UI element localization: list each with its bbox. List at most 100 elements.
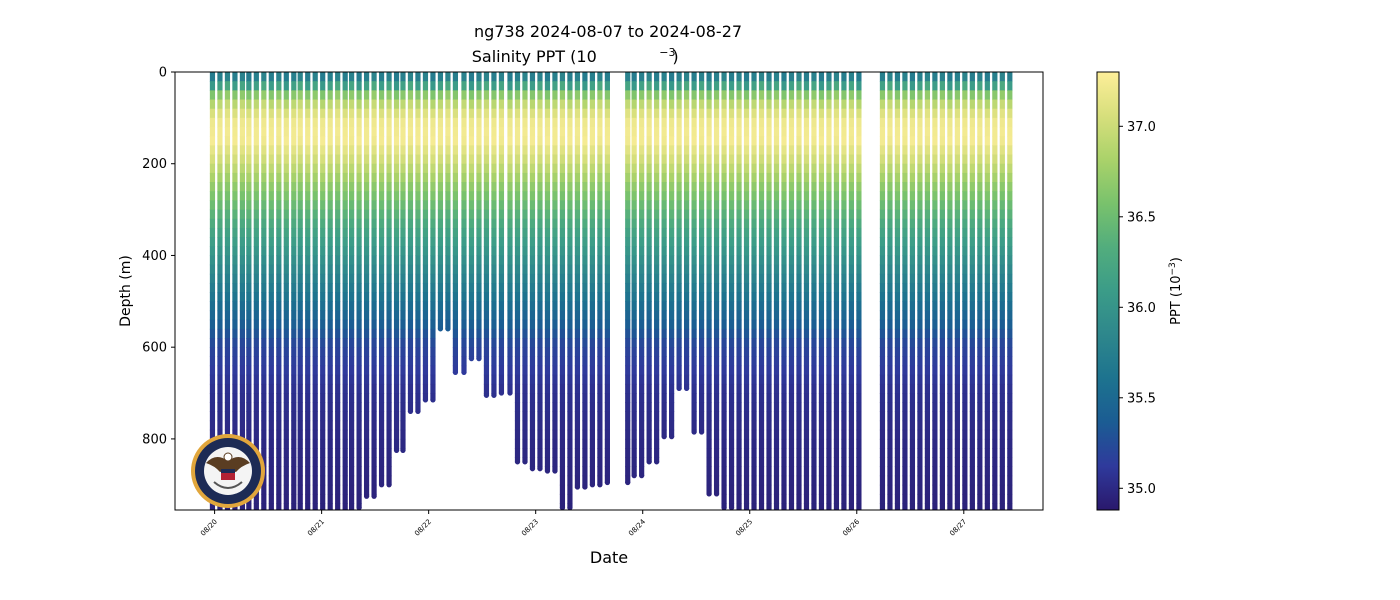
profile-segment: [818, 127, 825, 137]
profile-segment: [969, 374, 975, 385]
profile-segment: [529, 227, 536, 238]
profile-segment: [291, 374, 297, 385]
profile-segment: [684, 227, 690, 238]
profile-segment: [378, 319, 385, 330]
profile-segment: [811, 163, 817, 174]
profile-segment: [766, 475, 772, 486]
profile-segment: [887, 503, 893, 510]
profile-segment: [766, 374, 772, 385]
profile-segment: [320, 108, 326, 119]
profile-segment: [491, 310, 497, 321]
profile-segment: [811, 328, 817, 339]
profile-segment: [833, 99, 840, 110]
profile-segment: [529, 310, 536, 321]
profile-segment: [371, 182, 377, 192]
profile-segment: [335, 466, 341, 477]
profile-segment: [879, 438, 886, 449]
profile-segment: [803, 301, 810, 312]
profile-segment: [491, 383, 497, 394]
profile-segment: [276, 264, 282, 275]
profile-end-cap: [246, 507, 252, 510]
profile-segment: [669, 200, 675, 211]
profile-segment: [246, 200, 252, 211]
profile-segment: [320, 374, 326, 385]
profile-segment: [559, 264, 566, 275]
profile-segment: [452, 218, 459, 229]
profile-end-cap: [631, 473, 637, 479]
profile-segment: [848, 310, 855, 321]
profile-segment: [909, 420, 916, 431]
profile-segment: [320, 191, 326, 202]
profile-segment: [498, 154, 505, 165]
profile-segment: [796, 328, 802, 339]
profile-segment: [312, 200, 318, 211]
profile-segment: [261, 429, 267, 440]
profile-segment: [728, 246, 735, 257]
profile-segment: [363, 402, 370, 412]
profile-segment: [327, 81, 333, 91]
profile-segment: [909, 429, 916, 440]
profile-segment: [445, 292, 451, 302]
profile-segment: [781, 72, 787, 82]
profile-segment: [999, 81, 1005, 91]
profile-segment: [909, 365, 916, 376]
profile-segment: [522, 328, 528, 339]
profile-8: [268, 72, 274, 510]
profile-segment: [698, 154, 705, 165]
profile-segment: [468, 328, 475, 339]
profile-segment: [736, 365, 742, 376]
profile-segment: [476, 182, 482, 192]
profile-segment: [327, 136, 333, 146]
profile-segment: [773, 81, 780, 91]
profile-segment: [400, 227, 406, 238]
profile-segment: [537, 282, 543, 293]
profile-segment: [209, 282, 216, 293]
profile-segment: [902, 292, 908, 302]
profile-segment: [706, 374, 712, 385]
profile-segment: [445, 163, 451, 174]
profile-segment: [559, 163, 566, 174]
profile-segment: [669, 72, 675, 82]
profile-end-cap: [736, 507, 742, 510]
profile-segment: [992, 264, 998, 275]
profile-segment: [758, 273, 765, 284]
profile-end-cap: [818, 507, 825, 510]
profile-segment: [625, 301, 631, 312]
profile-segment: [909, 182, 916, 192]
profile-segment: [684, 200, 690, 211]
profile-segment: [209, 310, 216, 321]
profile-segment: [856, 145, 862, 156]
profile-segment: [209, 200, 216, 211]
profile-end-cap: [224, 507, 231, 510]
profile-segment: [522, 163, 528, 174]
profile-segment: [349, 237, 355, 247]
profile-segment: [582, 72, 588, 82]
profile-segment: [932, 484, 938, 495]
profile-segment: [224, 347, 231, 357]
profile-segment: [342, 237, 348, 247]
profile-segment: [552, 72, 558, 82]
profile-segment: [378, 182, 385, 192]
profile-segment: [430, 163, 436, 174]
profile-segment: [924, 493, 931, 504]
profile-segment: [559, 145, 566, 156]
profile-segment: [582, 255, 588, 266]
profile-segment: [276, 301, 282, 312]
profile-segment: [544, 191, 551, 202]
profile-segment: [758, 383, 765, 394]
profile-end-cap: [826, 507, 832, 510]
profile-segment: [646, 301, 652, 312]
profile-segment: [818, 411, 825, 422]
profile-segment: [676, 292, 682, 302]
profile-segment: [415, 191, 421, 202]
profile-segment: [977, 356, 983, 367]
profile-segment: [604, 292, 610, 302]
profile-segment: [932, 402, 938, 412]
profile-segment: [947, 264, 953, 275]
profile-segment: [335, 72, 341, 82]
profile-segment: [327, 255, 333, 266]
profile-segment: [631, 429, 637, 440]
profile-end-cap: [232, 507, 238, 510]
profile-segment: [631, 218, 637, 229]
profile-segment: [803, 411, 810, 422]
